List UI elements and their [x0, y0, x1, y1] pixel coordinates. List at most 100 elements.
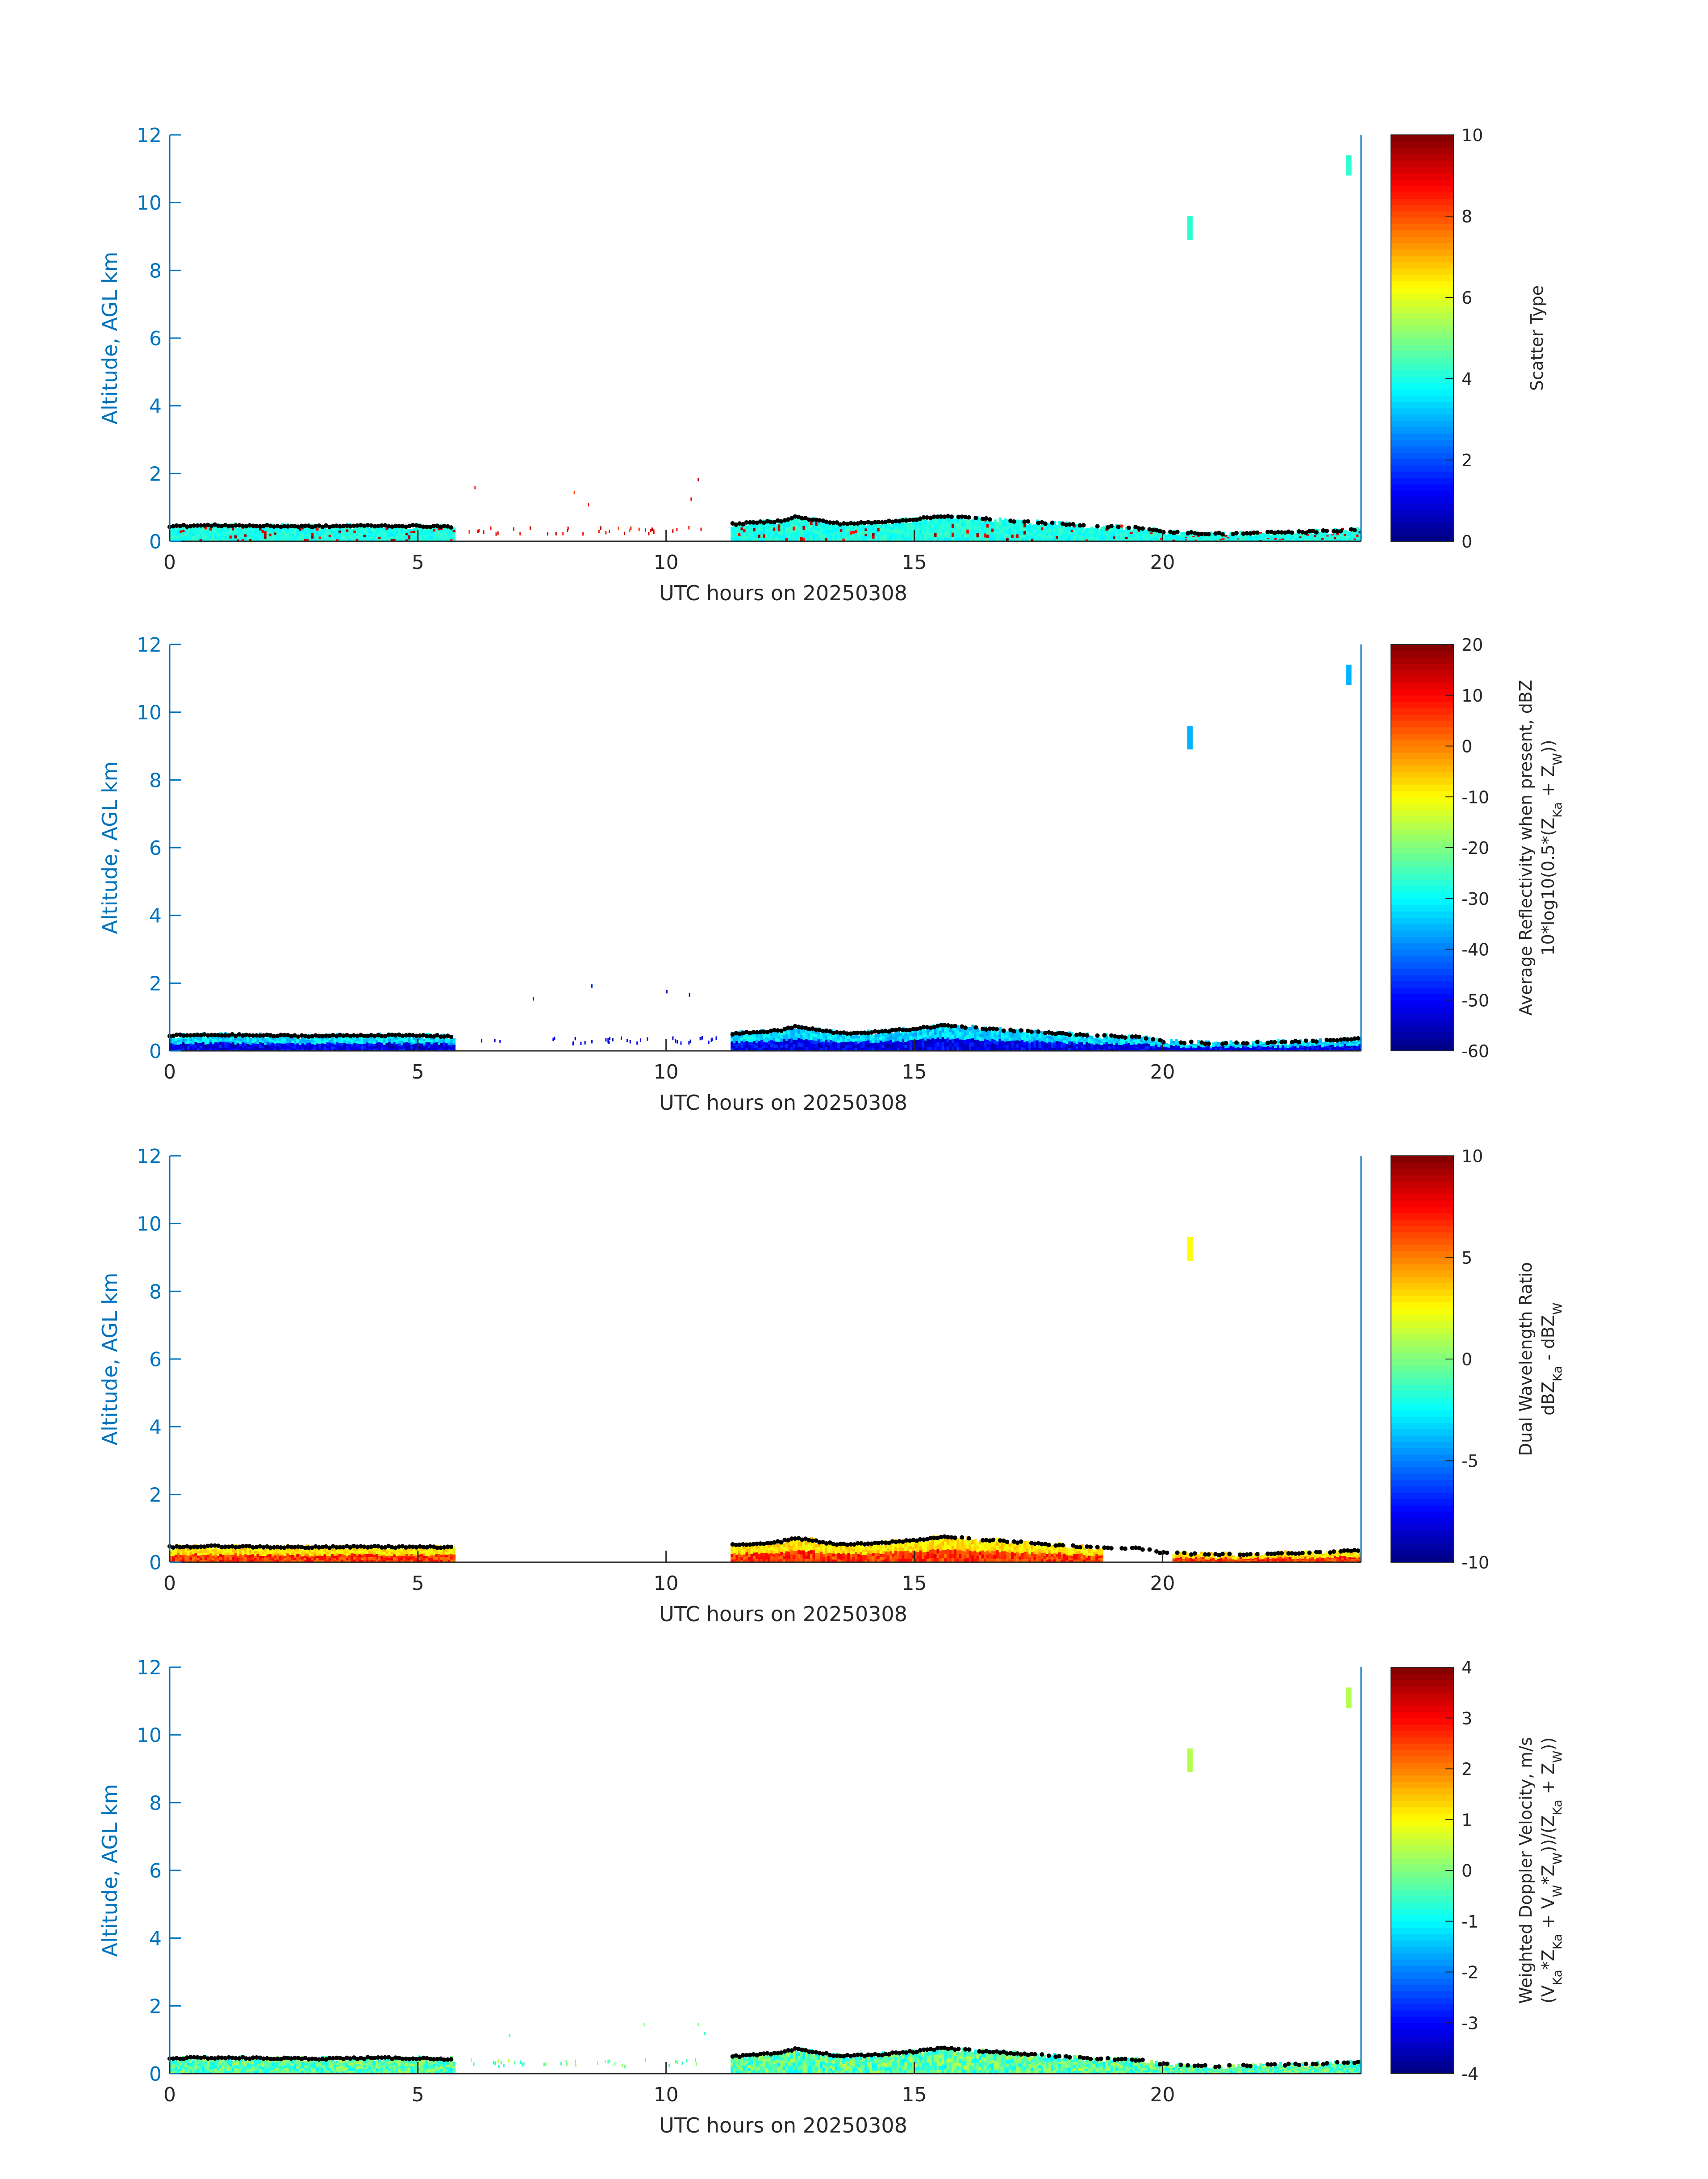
- blt-dot: [1175, 530, 1180, 534]
- x-tick-label: 0: [163, 551, 176, 574]
- colorbar-step: [1391, 205, 1453, 211]
- blt-dot: [1127, 526, 1131, 530]
- y-tick-label: 4: [149, 395, 162, 418]
- echo-fleck: [562, 532, 564, 535]
- echo-fleck: [700, 1037, 701, 1041]
- echo-fleck: [552, 1038, 554, 1041]
- echo-fleck: [547, 532, 548, 536]
- colorbar-step: [1391, 255, 1453, 262]
- blt-dot: [967, 515, 971, 520]
- echo-cell: [453, 1045, 456, 1047]
- x-tick-label: 20: [1150, 551, 1175, 574]
- blt-dot: [1026, 519, 1030, 523]
- colorbar-step: [1391, 389, 1453, 396]
- colorbar-step: [1391, 237, 1453, 243]
- cirrus-patch: [1346, 155, 1352, 176]
- echo-cell: [453, 1042, 456, 1045]
- echo-fleck: [580, 1042, 581, 1046]
- colorbar-step: [1391, 490, 1453, 497]
- echo-fleck: [598, 530, 600, 533]
- echo-cell: [453, 1041, 456, 1043]
- blt-dot: [1338, 529, 1343, 534]
- echo-fleck: [677, 1040, 678, 1044]
- echo-fleck: [494, 1039, 496, 1042]
- cirrus-patch: [1187, 216, 1193, 240]
- blt-dot: [1109, 524, 1114, 528]
- echo-cell: [453, 535, 456, 537]
- x-tick-label: 15: [902, 551, 927, 574]
- echo-fleck: [555, 532, 557, 535]
- y-tick-label: 0: [149, 531, 162, 553]
- blt-dot: [1234, 531, 1239, 535]
- colorbar-step: [1391, 180, 1453, 186]
- echo-fleck: [690, 1040, 691, 1043]
- colorbar-step: [1391, 224, 1453, 230]
- colorbar-step: [1391, 383, 1453, 389]
- echo-fleck: [582, 532, 584, 536]
- blt-dot: [449, 525, 453, 530]
- echo-fleck: [530, 527, 531, 530]
- echo-fleck: [629, 529, 631, 532]
- echo-fleck: [701, 527, 702, 531]
- echo-fleck: [640, 1038, 641, 1042]
- blt-dot: [973, 516, 978, 520]
- x-tick-label: 10: [654, 551, 679, 574]
- echo-fleck: [690, 498, 692, 501]
- echo-fleck: [626, 1039, 628, 1042]
- echo-fleck: [708, 1041, 710, 1044]
- echo-cell: [1155, 1040, 1158, 1042]
- blt-dot: [1207, 532, 1211, 536]
- colorbar-step: [1391, 281, 1453, 288]
- colorbar-step: [1391, 167, 1453, 173]
- echo-fleck: [481, 1039, 482, 1043]
- colorbar-step: [1391, 376, 1453, 383]
- echo-fleck: [689, 993, 690, 997]
- blt-dot: [949, 514, 954, 519]
- colorbar-step: [1391, 503, 1453, 510]
- echo-fleck: [697, 478, 699, 481]
- echo-fleck: [497, 531, 499, 535]
- echo-cell: [1155, 1038, 1158, 1040]
- colorbar-step: [1391, 364, 1453, 370]
- colorbar-step: [1391, 319, 1453, 326]
- colorbar-step: [1391, 173, 1453, 180]
- blt-dot: [1255, 531, 1260, 535]
- colorbar-step: [1391, 300, 1453, 307]
- echo-fleck: [647, 1037, 648, 1041]
- echo-fleck: [474, 486, 476, 489]
- colorbar-step: [1391, 408, 1453, 414]
- colorbar-step: [1391, 338, 1453, 345]
- echo-fleck: [478, 529, 480, 532]
- colorbar-step: [1391, 262, 1453, 268]
- echo-fleck: [688, 1041, 689, 1045]
- colorbar-step: [1391, 217, 1453, 224]
- echo-fleck: [607, 1038, 609, 1041]
- colorbar-step: [1391, 510, 1453, 516]
- colorbar-step: [1391, 198, 1453, 205]
- colorbar-step: [1391, 268, 1453, 275]
- blt-dot: [1050, 521, 1055, 525]
- colorbar-step: [1391, 230, 1453, 237]
- echo-fleck: [676, 528, 677, 531]
- y-tick-label: 12: [137, 124, 162, 147]
- colorbar-step: [1391, 306, 1453, 313]
- blt-dot: [449, 1035, 453, 1039]
- echo-fleck: [716, 1036, 717, 1040]
- colorbar-step: [1391, 478, 1453, 485]
- echo-fleck: [600, 526, 601, 530]
- colorbar-tick-label: 0: [1462, 532, 1472, 552]
- colorbar-step: [1391, 135, 1453, 142]
- y-tick-label: 6: [149, 327, 162, 350]
- colorbar-step: [1391, 402, 1453, 408]
- colorbar-tick-label: 10: [1462, 125, 1483, 145]
- colorbar-step: [1391, 370, 1453, 376]
- blt-dot: [1314, 530, 1319, 535]
- y-tick-label: 8: [149, 259, 162, 282]
- echo-fleck: [630, 527, 631, 530]
- echo-layer: [170, 155, 1361, 542]
- blt-dot: [1324, 529, 1329, 533]
- echo-layer: [170, 665, 1361, 1051]
- echo-fleck: [609, 530, 610, 533]
